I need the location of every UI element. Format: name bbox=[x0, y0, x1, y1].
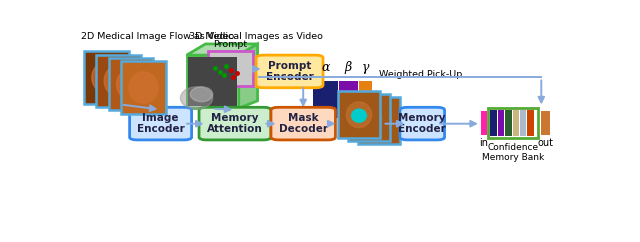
Text: Weighted Pick-Up: Weighted Pick-Up bbox=[379, 70, 462, 79]
FancyBboxPatch shape bbox=[199, 107, 271, 140]
FancyBboxPatch shape bbox=[109, 58, 154, 110]
Ellipse shape bbox=[104, 65, 133, 97]
Text: γ: γ bbox=[362, 61, 369, 74]
Text: Image
Encoder: Image Encoder bbox=[137, 113, 184, 134]
Ellipse shape bbox=[346, 102, 372, 128]
Text: Prompt
Encoder: Prompt Encoder bbox=[266, 61, 314, 82]
Text: out: out bbox=[538, 138, 554, 148]
FancyBboxPatch shape bbox=[97, 55, 141, 107]
Text: Memory
Attention: Memory Attention bbox=[207, 113, 263, 134]
FancyBboxPatch shape bbox=[338, 91, 380, 138]
FancyBboxPatch shape bbox=[271, 107, 335, 140]
FancyBboxPatch shape bbox=[400, 107, 445, 140]
Ellipse shape bbox=[366, 107, 392, 133]
Ellipse shape bbox=[92, 62, 121, 93]
Text: 2D Medical Image Flow as Video: 2D Medical Image Flow as Video bbox=[81, 32, 234, 41]
Ellipse shape bbox=[180, 87, 212, 109]
FancyBboxPatch shape bbox=[490, 110, 497, 136]
Text: Memory
Encoder: Memory Encoder bbox=[398, 113, 446, 134]
FancyBboxPatch shape bbox=[339, 81, 358, 119]
FancyBboxPatch shape bbox=[348, 94, 390, 141]
Text: Mask
Decoder: Mask Decoder bbox=[278, 113, 328, 134]
Polygon shape bbox=[187, 44, 257, 55]
Text: Prompt: Prompt bbox=[213, 40, 247, 49]
FancyBboxPatch shape bbox=[188, 57, 237, 106]
FancyBboxPatch shape bbox=[313, 81, 338, 119]
Ellipse shape bbox=[190, 87, 212, 102]
FancyBboxPatch shape bbox=[505, 110, 511, 136]
Ellipse shape bbox=[351, 109, 366, 122]
Ellipse shape bbox=[356, 105, 381, 130]
FancyBboxPatch shape bbox=[256, 55, 323, 88]
FancyBboxPatch shape bbox=[488, 108, 538, 138]
FancyBboxPatch shape bbox=[358, 97, 400, 144]
Text: α: α bbox=[321, 61, 330, 74]
FancyBboxPatch shape bbox=[527, 110, 534, 136]
Text: Confidence
Memory Bank: Confidence Memory Bank bbox=[482, 143, 544, 162]
FancyBboxPatch shape bbox=[498, 110, 504, 136]
Text: 3D Medical Images as Video: 3D Medical Images as Video bbox=[189, 32, 323, 41]
Text: in: in bbox=[479, 138, 488, 148]
FancyBboxPatch shape bbox=[129, 107, 191, 140]
FancyBboxPatch shape bbox=[121, 61, 166, 114]
FancyBboxPatch shape bbox=[84, 51, 129, 104]
FancyBboxPatch shape bbox=[513, 110, 519, 136]
FancyBboxPatch shape bbox=[481, 111, 487, 135]
FancyBboxPatch shape bbox=[520, 110, 527, 136]
Ellipse shape bbox=[129, 72, 158, 103]
Polygon shape bbox=[239, 44, 257, 108]
Text: β: β bbox=[345, 61, 352, 74]
Ellipse shape bbox=[116, 68, 145, 100]
FancyBboxPatch shape bbox=[208, 51, 253, 86]
FancyBboxPatch shape bbox=[359, 81, 372, 119]
FancyBboxPatch shape bbox=[187, 55, 239, 108]
FancyBboxPatch shape bbox=[541, 111, 550, 135]
